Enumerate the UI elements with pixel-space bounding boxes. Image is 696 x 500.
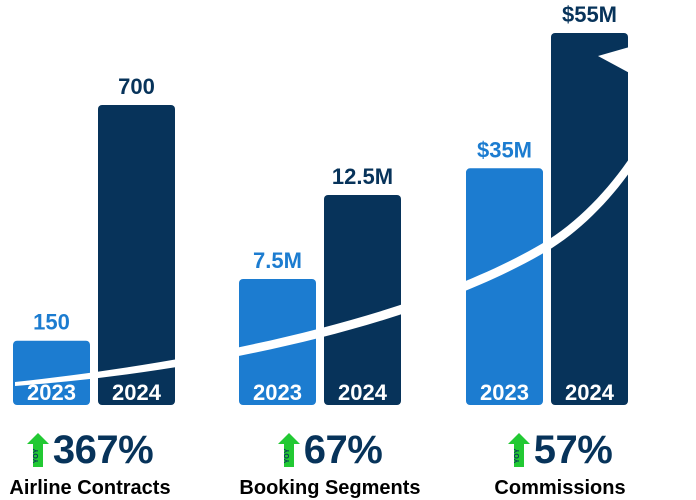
metric-name: Booking Segments bbox=[239, 477, 421, 499]
yoy-badge-text: YOY bbox=[514, 448, 521, 463]
value-label-booking-segments-2024: 12.5M bbox=[332, 164, 393, 189]
growth-row: YOY 367% bbox=[0, 426, 180, 474]
bar-booking-segments-2024 bbox=[324, 195, 401, 405]
growth-value: 57% bbox=[533, 428, 613, 472]
metric-commissions: YOY 57% Commissions bbox=[470, 426, 650, 500]
value-label-airline-contracts-2024: 700 bbox=[118, 74, 155, 99]
growth-value: 367% bbox=[52, 428, 154, 472]
yoy-up-arrow-icon: YOY bbox=[277, 433, 300, 467]
bar-airline-contracts-2024 bbox=[98, 105, 175, 405]
bar-chart: 150202370020247.5M202312.5M2024$35M2023$… bbox=[13, 2, 696, 405]
trend-curve bbox=[15, 100, 669, 386]
bar-commissions-2024 bbox=[551, 33, 628, 405]
bar-commissions-2023 bbox=[466, 168, 543, 405]
value-label-commissions-2023: $35M bbox=[477, 137, 532, 162]
bar-airline-contracts-2023 bbox=[13, 340, 90, 405]
metric-booking-segments: YOY 67% Booking Segments bbox=[230, 426, 430, 500]
trend-arrowhead bbox=[598, 28, 696, 108]
yoy-badge-text: YOY bbox=[284, 448, 291, 463]
metric-airline-contracts: YOY 367% Airline Contracts bbox=[0, 426, 180, 500]
year-label-commissions-2023: 2023 bbox=[480, 380, 529, 405]
year-label-booking-segments-2024: 2024 bbox=[338, 380, 388, 405]
year-label-airline-contracts-2024: 2024 bbox=[112, 380, 162, 405]
value-label-booking-segments-2023: 7.5M bbox=[253, 248, 302, 273]
growth-row: YOY 57% bbox=[470, 426, 650, 474]
yoy-up-arrow-icon: YOY bbox=[26, 433, 49, 467]
year-label-booking-segments-2023: 2023 bbox=[253, 380, 302, 405]
value-label-airline-contracts-2023: 150 bbox=[33, 310, 70, 335]
growth-row: YOY 67% bbox=[230, 426, 430, 474]
metric-name: Airline Contracts bbox=[9, 477, 171, 499]
growth-value: 67% bbox=[303, 428, 383, 472]
yoy-badge-text: YOY bbox=[33, 448, 40, 463]
value-label-commissions-2024: $55M bbox=[562, 2, 617, 27]
year-label-commissions-2024: 2024 bbox=[565, 380, 615, 405]
yoy-up-arrow-icon: YOY bbox=[507, 433, 530, 467]
metric-name: Commissions bbox=[494, 477, 626, 499]
